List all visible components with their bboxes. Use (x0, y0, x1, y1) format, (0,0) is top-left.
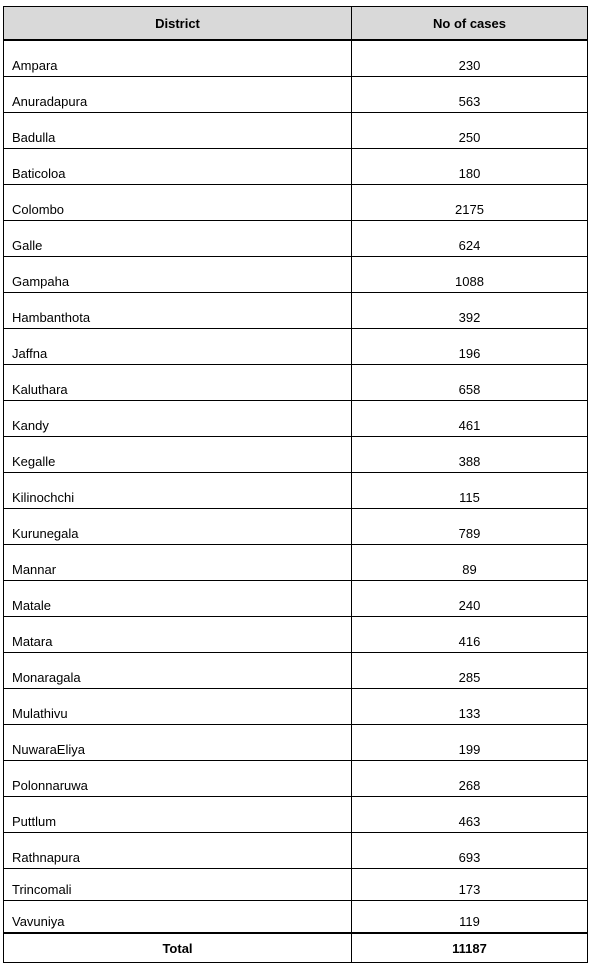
district-column-header: District (3, 6, 352, 41)
table-row: Rathnapura 693 (3, 832, 588, 869)
district-cell: Badulla (3, 112, 352, 149)
district-cell: NuwaraEliya (3, 724, 352, 761)
cases-table-container: District No of cases Ampara 230 Anuradapur… (3, 6, 588, 963)
cases-cell: 789 (351, 508, 588, 545)
district-cell: Matale (3, 580, 352, 617)
cases-cell: 461 (351, 400, 588, 437)
district-cell: Polonnaruwa (3, 760, 352, 797)
table-row: Hambanthota 392 (3, 292, 588, 329)
cases-cell: 89 (351, 544, 588, 581)
cases-cell: 388 (351, 436, 588, 473)
district-cell: Rathnapura (3, 832, 352, 869)
cases-cell: 180 (351, 148, 588, 185)
table-row: Ampara 230 (3, 39, 588, 77)
district-cell: Kaluthara (3, 364, 352, 401)
table-row: Mulathivu 133 (3, 688, 588, 725)
district-cell: Colombo (3, 184, 352, 221)
district-cell: Galle (3, 220, 352, 257)
district-cell: Kandy (3, 400, 352, 437)
cases-cell: 392 (351, 292, 588, 329)
table-row: Jaffna 196 (3, 328, 588, 365)
cases-cell: 115 (351, 472, 588, 509)
cases-cell: 199 (351, 724, 588, 761)
table-row: Anuradapura 563 (3, 76, 588, 113)
district-cell: Hambanthota (3, 292, 352, 329)
cases-cell: 119 (351, 900, 588, 934)
total-value: 11187 (351, 932, 588, 963)
table-row: Kurunegala 789 (3, 508, 588, 545)
cases-cell: 624 (351, 220, 588, 257)
table-row: Baticoloa 180 (3, 148, 588, 185)
table-row: Polonnaruwa 268 (3, 760, 588, 797)
table-row: Monaragala 285 (3, 652, 588, 689)
district-cell: Mulathivu (3, 688, 352, 725)
cases-cell: 230 (351, 39, 588, 77)
table-row: Kandy 461 (3, 400, 588, 437)
cases-cell: 173 (351, 868, 588, 901)
district-cell: Matara (3, 616, 352, 653)
district-cell: Kegalle (3, 436, 352, 473)
district-cell: Kurunegala (3, 508, 352, 545)
cases-cell: 658 (351, 364, 588, 401)
table-row: Mannar 89 (3, 544, 588, 581)
cases-cell: 463 (351, 796, 588, 833)
cases-cell: 2175 (351, 184, 588, 221)
table-row: Matale 240 (3, 580, 588, 617)
table-row: Gampaha 1088 (3, 256, 588, 293)
table-row: Kegalle 388 (3, 436, 588, 473)
district-cell: Kilinochchi (3, 472, 352, 509)
table-row: NuwaraEliya 199 (3, 724, 588, 761)
cases-cell: 285 (351, 652, 588, 689)
cases-cell: 268 (351, 760, 588, 797)
cases-cell: 416 (351, 616, 588, 653)
table-row: Galle 624 (3, 220, 588, 257)
district-cell: Mannar (3, 544, 352, 581)
total-label: Total (3, 932, 352, 963)
cases-cell: 250 (351, 112, 588, 149)
table-row: Puttlum 463 (3, 796, 588, 833)
table-row: Colombo 2175 (3, 184, 588, 221)
table-row: Trincomali 173 (3, 868, 588, 901)
cases-cell: 240 (351, 580, 588, 617)
cases-cell: 196 (351, 328, 588, 365)
table-row: Kaluthara 658 (3, 364, 588, 401)
cases-column-header: No of cases (351, 6, 588, 41)
district-cell: Jaffna (3, 328, 352, 365)
district-cell: Anuradapura (3, 76, 352, 113)
table-header-row: District No of cases (3, 6, 588, 41)
total-row: Total 11187 (3, 932, 588, 963)
table-row: Vavuniya 119 (3, 900, 588, 934)
cases-cell: 1088 (351, 256, 588, 293)
district-cell: Monaragala (3, 652, 352, 689)
table-row: Matara 416 (3, 616, 588, 653)
district-cell: Vavuniya (3, 900, 352, 934)
district-cell: Baticoloa (3, 148, 352, 185)
district-cell: Ampara (3, 39, 352, 77)
district-cell: Gampaha (3, 256, 352, 293)
cases-cell: 133 (351, 688, 588, 725)
table-row: Kilinochchi 115 (3, 472, 588, 509)
table-row: Badulla 250 (3, 112, 588, 149)
cases-cell: 563 (351, 76, 588, 113)
cases-cell: 693 (351, 832, 588, 869)
district-cell: Puttlum (3, 796, 352, 833)
cases-by-district-table: District No of cases Ampara 230 Anuradapur… (3, 6, 588, 963)
district-cell: Trincomali (3, 868, 352, 901)
